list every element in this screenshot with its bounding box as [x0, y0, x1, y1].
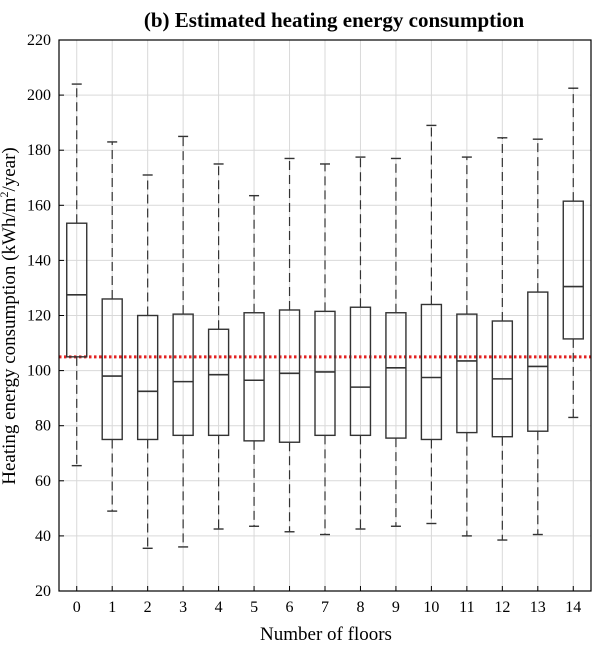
y-tick-label: 220 [27, 32, 51, 49]
box-iqr [456, 313, 478, 434]
x-tick-label: 3 [179, 599, 187, 616]
box-iqr [420, 303, 443, 441]
x-tick-label: 7 [321, 599, 329, 616]
x-axis-label: Number of floors [260, 624, 392, 645]
x-tick-label: 4 [215, 599, 223, 616]
box-iqr [349, 306, 372, 437]
y-tick-label: 160 [27, 197, 51, 214]
box-iqr [172, 313, 194, 437]
x-tick-label: 12 [494, 599, 510, 616]
box-group [243, 194, 265, 527]
y-axis-label: Heating energy consumption (kWh/m2/year) [0, 147, 20, 485]
y-tick-label: 180 [27, 142, 51, 159]
box-group [207, 163, 230, 530]
box-iqr [207, 328, 230, 437]
box-group [101, 141, 123, 512]
x-tick-label: 1 [108, 599, 116, 616]
box-group [314, 163, 336, 536]
y-tick-label: 120 [27, 308, 51, 325]
x-tick-label: 5 [250, 599, 258, 616]
y-axis-label-end: /year) [0, 147, 20, 191]
box-iqr [136, 314, 159, 441]
y-tick-label: 20 [35, 583, 51, 600]
box-group [562, 87, 584, 419]
x-tick-label: 6 [286, 599, 294, 616]
box-group [527, 138, 549, 536]
x-tick-label: 11 [459, 599, 474, 616]
box-group [456, 156, 478, 537]
box-group [349, 156, 372, 530]
box-iqr [527, 291, 549, 432]
plot-frame [58, 39, 592, 592]
box-iqr [101, 298, 123, 441]
x-tick-label: 13 [530, 599, 546, 616]
chart-title: (b) Estimated heating energy consumption [144, 8, 525, 32]
x-tick-label: 2 [144, 599, 152, 616]
y-tick-label: 140 [27, 252, 51, 269]
box-iqr [385, 312, 407, 439]
box-iqr [562, 200, 584, 340]
y-tick-label: 100 [27, 363, 51, 380]
box-group [172, 135, 194, 548]
x-tick-label: 10 [423, 599, 439, 616]
box-iqr [314, 310, 336, 437]
box-group [136, 174, 159, 549]
box-group [66, 83, 88, 467]
x-tick-label: 14 [565, 599, 581, 616]
x-tick-label: 8 [356, 599, 364, 616]
box-group [278, 157, 301, 533]
y-axis-label-sup: 2 [0, 192, 11, 198]
y-tick-labels: 20 40 60 80 100 120 140 160 180 200 220 [27, 32, 51, 600]
x-tick-labels: 0 1 2 3 4 5 6 7 8 9 10 11 12 13 14 [73, 599, 582, 616]
boxes-layer [66, 83, 584, 549]
box-iqr [243, 312, 265, 442]
x-tick-label: 9 [392, 599, 400, 616]
y-axis-label-main: Heating energy consumption (kWh/m [0, 197, 20, 484]
y-tick-label: 200 [27, 87, 51, 104]
box-iqr [278, 309, 301, 443]
y-tick-label: 80 [35, 418, 51, 435]
box-group [491, 137, 514, 541]
box-group [385, 157, 407, 527]
box-group [420, 124, 443, 525]
y-tick-label: 40 [35, 528, 51, 545]
x-tick-label: 0 [73, 599, 81, 616]
box-iqr [66, 222, 88, 358]
y-tick-label: 60 [35, 473, 51, 490]
